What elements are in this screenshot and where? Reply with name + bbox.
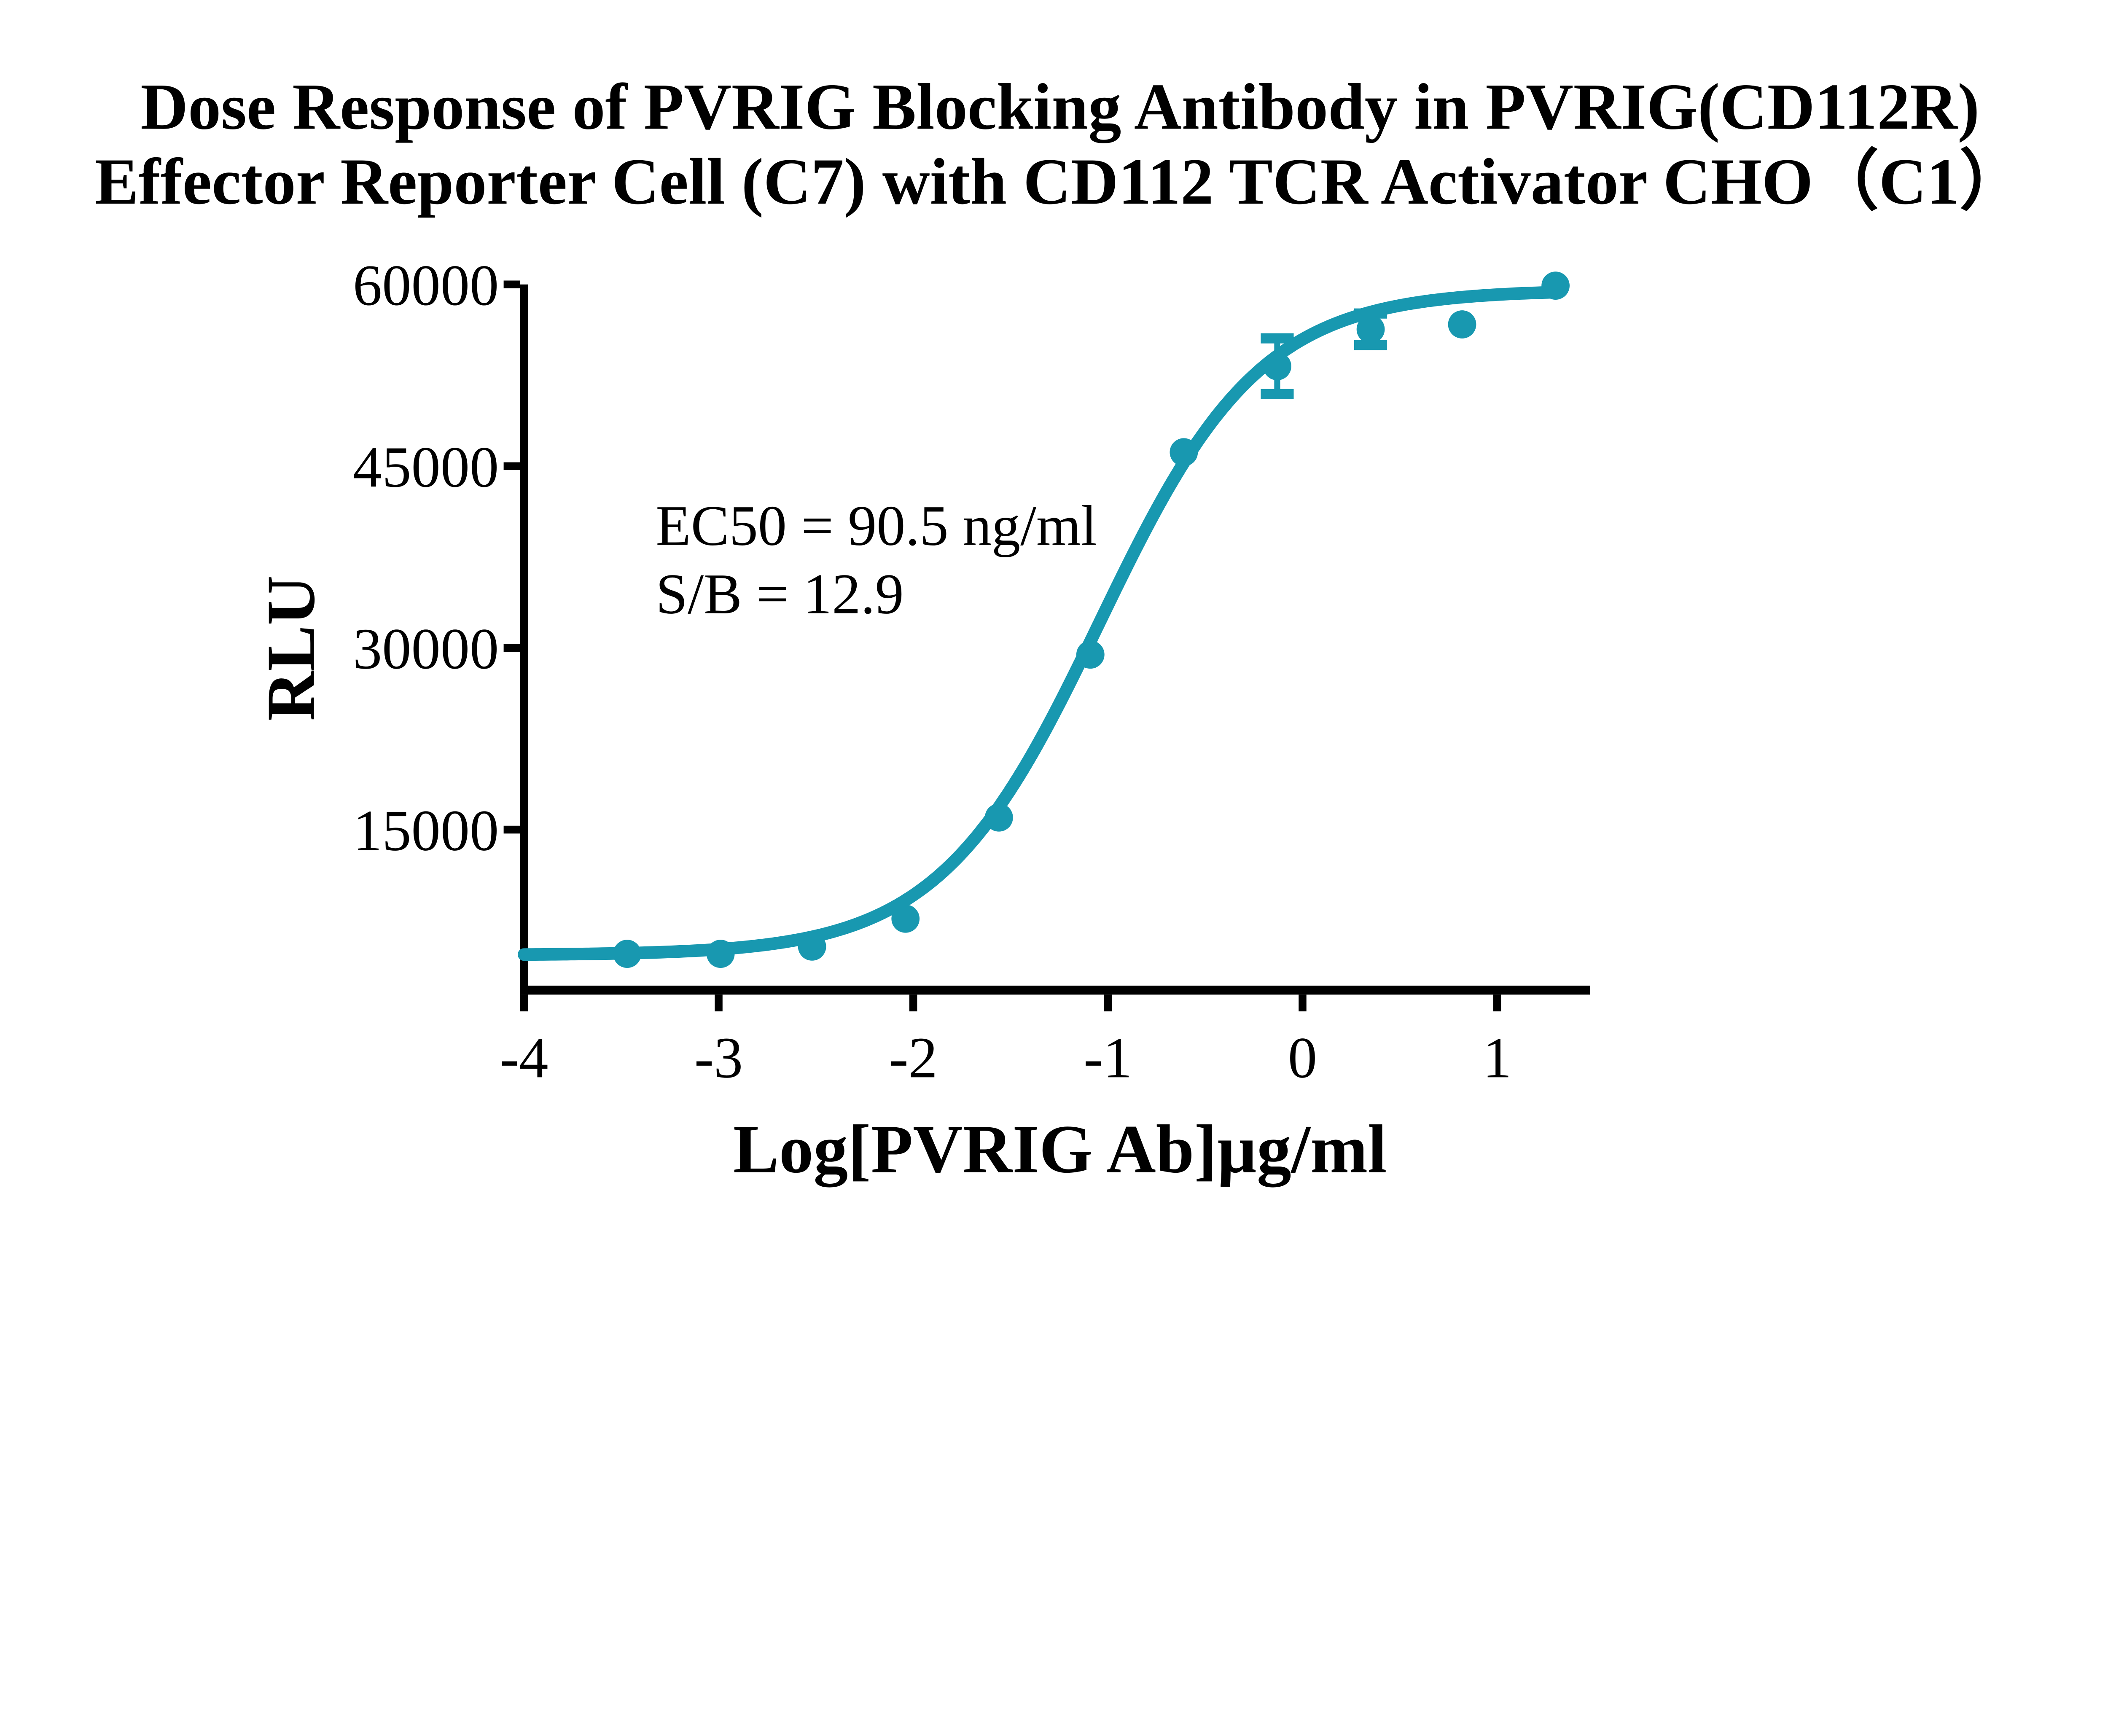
x-axis-title: Log[PVRIG Ab]µg/ml [733,1111,1387,1188]
x-tick-label: -4 [500,1025,548,1090]
dose-response-chart: Dose Response of PVRIG Blocking Antibody… [94,70,2025,1188]
x-tick-label: 0 [1288,1025,1317,1090]
data-point [1356,315,1385,344]
data-point [1448,310,1476,339]
data-point [891,904,920,933]
data-point [798,932,826,961]
data-point [1076,640,1105,669]
x-tick-label: -1 [1084,1025,1132,1090]
y-axis-ticks [503,280,520,834]
y-tick-label: 30000 [353,616,499,681]
x-tick-label: -2 [889,1025,938,1090]
y-tick-label: 45000 [353,435,499,499]
data-point [1170,438,1198,467]
y-axis-tick-labels: 15000 30000 45000 60000 [353,253,499,863]
data-point [1263,352,1291,381]
chart-title-line2: Effector Reporter Cell (C7) with CD112 T… [95,145,2025,218]
data-point [706,940,735,968]
data-point [984,803,1013,832]
data-point [613,940,641,968]
data-points-layer [613,271,1570,968]
x-tick-label: -3 [694,1025,743,1090]
y-tick-label: 60000 [353,253,499,317]
sb-annotation: S/B = 12.9 [656,562,903,626]
data-point [1541,271,1570,300]
y-axis-title: RLU [253,575,329,721]
x-axis-tick-labels: -4 -3 -2 -1 0 1 [500,1025,1512,1090]
x-tick-label: 1 [1483,1025,1512,1090]
ec50-annotation: EC50 = 90.5 ng/ml [656,494,1097,558]
y-tick-label: 15000 [353,798,499,863]
chart-title-line1: Dose Response of PVRIG Blocking Antibody… [140,70,1979,143]
x-axis-ticks [520,994,1501,1012]
